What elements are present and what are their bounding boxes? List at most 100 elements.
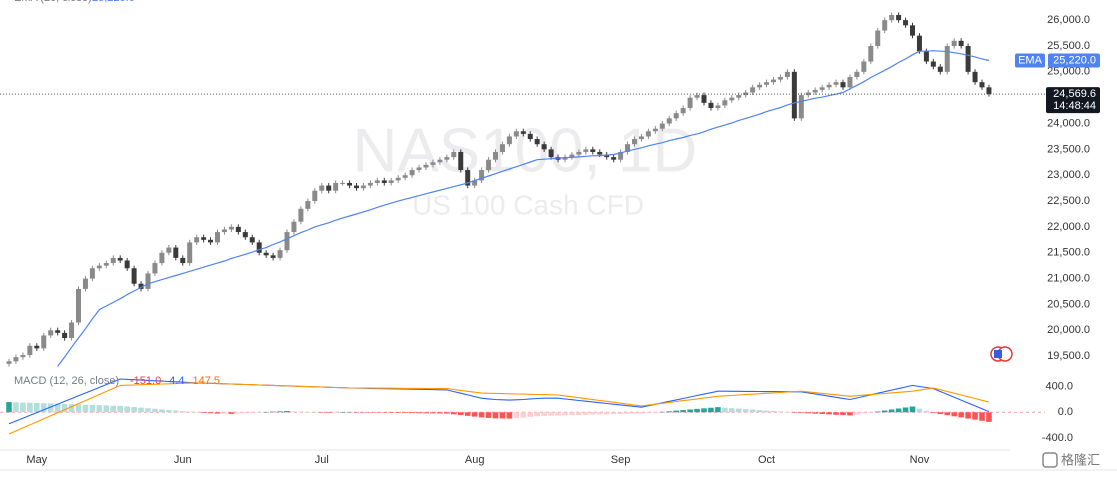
histogram-bar xyxy=(214,412,221,414)
x-tick-label: Aug xyxy=(465,454,485,466)
candle-body xyxy=(916,35,922,52)
y-tick-label: 25,500.0 xyxy=(1047,40,1090,52)
y-tick-label: 20,000.0 xyxy=(1047,324,1090,336)
ema-line xyxy=(57,50,990,367)
histogram-bar xyxy=(298,411,304,413)
candle-body xyxy=(201,237,207,240)
candle-body xyxy=(527,133,533,140)
flag-field xyxy=(994,350,1002,358)
brand-icon xyxy=(1042,452,1058,468)
candle-body xyxy=(784,71,790,78)
histogram-bar xyxy=(562,412,568,416)
histogram-bar xyxy=(353,412,360,413)
histogram-bar xyxy=(513,412,520,419)
candle-body xyxy=(145,273,151,289)
candle-body xyxy=(743,92,749,96)
y-tick-label: 23,000.0 xyxy=(1047,169,1090,181)
histogram-bar xyxy=(284,411,290,413)
histogram-bar xyxy=(367,412,374,413)
histogram-bar xyxy=(735,408,742,413)
candle-body xyxy=(124,260,130,269)
candle-body xyxy=(270,255,276,258)
histogram-bar xyxy=(770,411,777,413)
candle-body xyxy=(458,151,464,171)
histogram-bar xyxy=(381,412,388,413)
histogram-bar xyxy=(645,412,652,413)
candle-body xyxy=(618,151,624,160)
histogram-bar xyxy=(819,412,825,415)
ema-legend: EMA (20, close) xyxy=(14,0,92,4)
histogram-bar xyxy=(569,412,575,416)
histogram-bar xyxy=(346,411,353,413)
candle-body xyxy=(96,265,102,269)
histogram-bar xyxy=(478,412,485,418)
candle-body xyxy=(687,97,693,109)
histogram-bar xyxy=(451,412,457,415)
histogram-bar xyxy=(228,412,235,414)
candle-body xyxy=(62,332,68,339)
histogram-bar xyxy=(159,409,165,413)
x-tick-label: Jun xyxy=(174,454,192,466)
histogram-bar xyxy=(96,405,103,413)
histogram-bar xyxy=(576,412,582,416)
histogram-bar xyxy=(812,412,818,414)
candle-body xyxy=(41,335,47,349)
histogram-bar xyxy=(360,412,367,413)
histogram-bar xyxy=(965,412,971,419)
histogram-bar xyxy=(603,412,610,415)
candle-body xyxy=(812,89,818,93)
candle-body xyxy=(221,229,227,233)
candle-body xyxy=(652,128,658,132)
candle-body xyxy=(868,46,874,62)
ema-badge-value xyxy=(1048,53,1100,68)
histogram-bar xyxy=(166,409,172,413)
y-tick-label: 25,000.0 xyxy=(1047,66,1090,78)
histogram-bar xyxy=(221,412,228,414)
candle-body xyxy=(986,87,992,95)
histogram-bar xyxy=(631,412,638,414)
countdown: 14:48:44 xyxy=(1053,100,1096,112)
histogram-bar xyxy=(82,404,89,413)
candle-body xyxy=(173,247,179,258)
histogram-bar xyxy=(895,408,902,413)
histogram-bar xyxy=(249,412,256,413)
candle-body xyxy=(194,237,200,243)
candle-body xyxy=(13,357,19,362)
histogram-bar xyxy=(318,412,325,413)
candle-body xyxy=(944,46,950,72)
histogram-bar xyxy=(596,412,603,415)
y-tick-label: 0.0 xyxy=(1058,406,1073,418)
histogram-bar xyxy=(534,412,540,417)
candle-body xyxy=(402,175,408,178)
histogram-bar xyxy=(652,412,659,413)
candle-body xyxy=(847,77,853,88)
candle-body xyxy=(27,345,33,356)
histogram-bar xyxy=(471,412,478,417)
candle-body xyxy=(979,82,985,88)
candle-body xyxy=(388,180,394,183)
watermark-subtitle: US 100 Cash CFD xyxy=(412,189,644,220)
histogram-bar xyxy=(54,403,61,413)
last-price-label: 24,569.6 xyxy=(1053,88,1096,100)
histogram-bar xyxy=(499,412,506,419)
candle-body xyxy=(493,151,498,160)
candle-body xyxy=(395,177,401,181)
histogram-bar xyxy=(117,405,123,413)
histogram-bar xyxy=(520,412,527,418)
histogram-bar xyxy=(687,409,693,413)
candle-body xyxy=(875,30,881,46)
x-tick-label: May xyxy=(26,454,47,466)
candle-body xyxy=(708,102,714,109)
candle-body xyxy=(465,170,471,186)
candle-body xyxy=(673,113,679,119)
candle-body xyxy=(48,330,54,336)
candle-body xyxy=(937,66,943,72)
candle-body xyxy=(367,182,373,186)
histogram-bar xyxy=(937,412,944,415)
y-tick-label: 22,500.0 xyxy=(1047,195,1090,207)
histogram-bar xyxy=(444,412,450,414)
histogram-bar xyxy=(256,412,262,413)
candle-body xyxy=(256,242,262,253)
candle-body xyxy=(680,108,686,114)
